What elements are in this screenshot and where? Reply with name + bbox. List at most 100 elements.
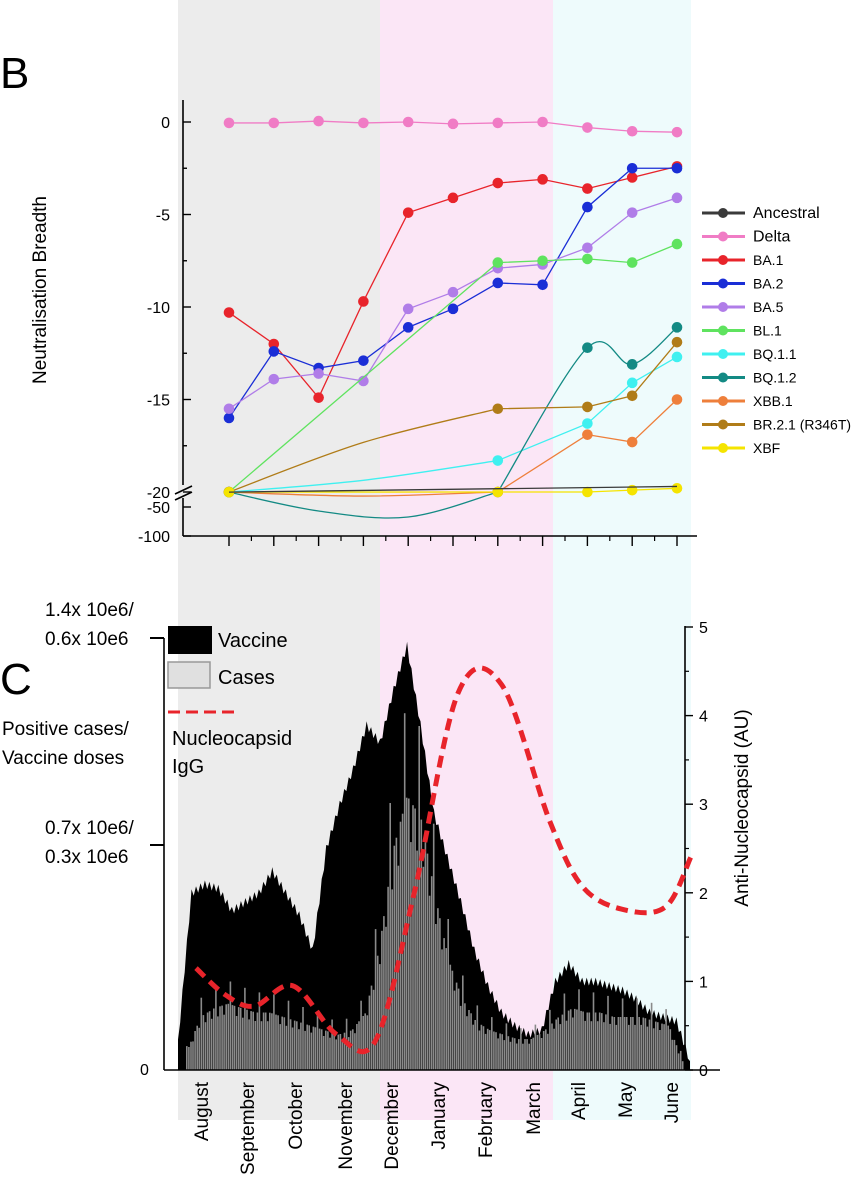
data-point-ba-1 [268, 338, 280, 350]
cases-bar [194, 1031, 196, 1070]
cases-bar [210, 1018, 213, 1070]
panel-b-series [223, 115, 683, 519]
cases-bar [428, 895, 431, 1070]
cases-bar [403, 713, 406, 1070]
month-label-january: January [429, 1082, 450, 1150]
data-point-ba-1 [358, 296, 369, 307]
panel-b-y-tick-label: -5 [156, 208, 170, 225]
legend-cases-label: Cases [218, 667, 275, 689]
cases-bar [665, 1009, 667, 1070]
cases-bar [296, 1021, 298, 1070]
cases-bar [532, 1037, 535, 1070]
cases-bar [273, 994, 275, 1070]
data-point-ba-1 [402, 207, 414, 218]
legend-marker-ancestral [718, 208, 728, 218]
cases-bar [316, 1013, 319, 1070]
cases-bar [457, 988, 460, 1070]
cases-bar [242, 1017, 244, 1070]
month-label-march: March [524, 1082, 545, 1135]
cases-bar [661, 1023, 663, 1070]
cases-bar [358, 1021, 360, 1070]
cases-bar [341, 1038, 344, 1070]
cases-bar [352, 1029, 354, 1070]
legend-label-ancestral: Ancestral [753, 205, 820, 222]
legend-vaccine-swatch [168, 626, 212, 654]
panel-b-y-axis-label: Neutralisation Breadth [30, 196, 51, 384]
cases-bar [223, 1014, 225, 1070]
legend-label-ba-5: BA.5 [753, 299, 784, 315]
data-point-br-2-1-r346t- [626, 390, 638, 402]
cases-bar [526, 1039, 528, 1070]
cases-bar [331, 1019, 333, 1070]
data-point-delta [447, 118, 459, 130]
data-point-bl-1 [626, 257, 638, 268]
data-point-ba-1 [447, 192, 459, 204]
cases-bar [422, 866, 425, 1070]
cases-bar [237, 1007, 240, 1070]
month-label-april: April [569, 1082, 590, 1120]
cases-bar [630, 1017, 632, 1070]
cases-bar [470, 1013, 472, 1070]
cases-bar [522, 1043, 524, 1070]
data-point-bq-1-1 [492, 455, 504, 466]
cases-bar [565, 1020, 568, 1070]
cases-bar [229, 981, 232, 1070]
cases-bar [366, 1015, 369, 1070]
cases-bar [594, 1012, 597, 1070]
data-point-ba-1 [582, 183, 593, 194]
legend-marker-ba-5 [718, 302, 728, 312]
cases-bar [418, 726, 420, 1070]
data-point-bq-1-2 [626, 359, 638, 370]
cases-bar [254, 1021, 257, 1070]
cases-bar [559, 1024, 562, 1070]
data-point-xbb-1 [582, 429, 593, 440]
cases-bar [545, 1029, 547, 1070]
cases-bar [459, 1005, 462, 1070]
month-label-february: February [476, 1082, 497, 1159]
cases-bar [513, 1038, 516, 1070]
cases-bar [515, 1043, 518, 1070]
data-point-ba-1 [313, 392, 324, 403]
cases-bar [482, 1026, 485, 1070]
cases-bar [408, 798, 410, 1070]
cases-bar [495, 1032, 497, 1070]
cases-bar [293, 1020, 296, 1070]
data-point-delta [537, 116, 548, 128]
cases-bar [204, 1022, 207, 1070]
legend-marker-ba-1 [718, 255, 728, 265]
data-point-delta [626, 125, 638, 137]
cases-bar [596, 1021, 599, 1070]
left-axis-label-line1: Positive cases/ [2, 719, 129, 740]
panel-b-label: B [0, 49, 29, 98]
cases-bar [202, 1015, 205, 1070]
cases-bar [368, 995, 371, 1070]
cases-bar [381, 930, 383, 1070]
cases-bar [414, 808, 416, 1070]
cases-bar [468, 1010, 470, 1070]
cases-bar [217, 1016, 219, 1070]
cases-bar [395, 837, 398, 1070]
cases-bar [563, 993, 566, 1070]
cases-bar [613, 1017, 616, 1070]
legend-cases-swatch [167, 661, 211, 689]
data-point-bq-1-2 [671, 322, 683, 333]
cases-bar [322, 1036, 325, 1070]
cases-bar [196, 1025, 198, 1070]
left-tick-mid-line1: 0.7x 10e6/ [45, 818, 134, 839]
left-axis-label-line2: Vaccine doses [2, 748, 124, 769]
cases-bar [451, 970, 454, 1070]
cases-bar [304, 1030, 306, 1070]
cases-bar [308, 1025, 310, 1070]
cases-bar [625, 1017, 628, 1070]
cases-bar [520, 1028, 522, 1070]
legend-marker-xbf [718, 443, 728, 453]
cases-bar [335, 1039, 337, 1070]
legend-marker-ba-2 [718, 278, 728, 289]
cases-bar [528, 1043, 530, 1070]
panel-b-y-tick-label: 0 [161, 115, 170, 132]
data-point-ba-5 [223, 403, 235, 415]
data-point-delta [492, 117, 504, 129]
cases-bar [572, 1017, 574, 1070]
panel-b-legend: Ancestral Delta BA.1 BA.2 BA.5 BL.1 BQ.1.1 BQ.1… [702, 205, 851, 456]
cases-bar [260, 1021, 263, 1070]
